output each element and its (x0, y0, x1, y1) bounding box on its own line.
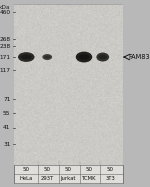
Bar (14, 5, 123, 165)
Text: Jurkat: Jurkat (60, 176, 76, 181)
Text: 268: 268 (0, 37, 11, 42)
Ellipse shape (42, 54, 52, 60)
Text: FAM83H: FAM83H (128, 54, 150, 60)
Text: TCMK: TCMK (82, 176, 96, 181)
Ellipse shape (44, 56, 50, 59)
Text: 50: 50 (44, 168, 51, 172)
Text: 50: 50 (65, 168, 72, 172)
Bar (14, 165, 123, 183)
Ellipse shape (99, 55, 107, 59)
Ellipse shape (79, 54, 89, 60)
Text: 41: 41 (3, 125, 10, 130)
Text: 238: 238 (0, 44, 11, 49)
Text: 55: 55 (3, 111, 10, 116)
Text: 3T3: 3T3 (105, 176, 115, 181)
Text: 31: 31 (3, 142, 10, 147)
Ellipse shape (18, 52, 34, 62)
Text: 171: 171 (0, 55, 11, 59)
Text: 50: 50 (107, 168, 114, 172)
Ellipse shape (21, 55, 32, 59)
Text: 50: 50 (86, 168, 93, 172)
Text: 50: 50 (23, 168, 30, 172)
Text: kDa: kDa (0, 5, 10, 10)
Text: 293T: 293T (41, 176, 54, 181)
Ellipse shape (76, 52, 92, 62)
Text: 460: 460 (0, 10, 11, 15)
Text: 71: 71 (3, 97, 10, 102)
Text: HeLa: HeLa (20, 176, 33, 181)
Ellipse shape (96, 53, 109, 62)
Text: 117: 117 (0, 68, 11, 73)
